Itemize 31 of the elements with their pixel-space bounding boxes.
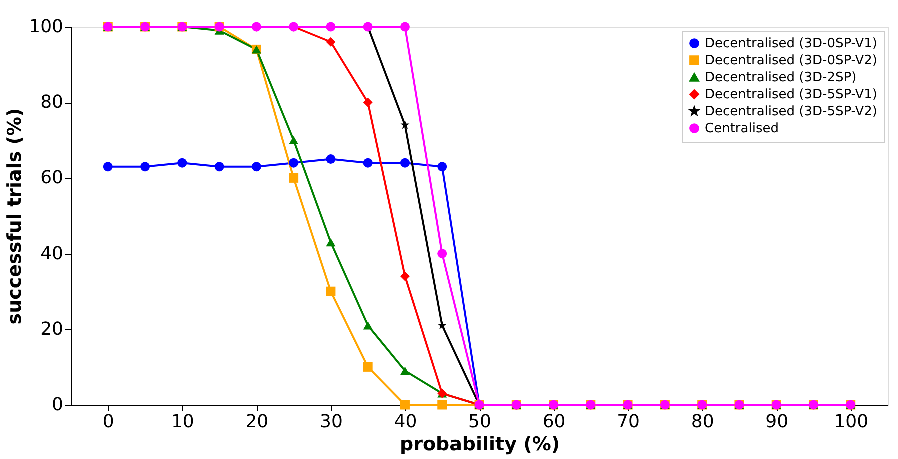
point	[140, 162, 150, 172]
legend-label: Decentralised (3D-2SP)	[705, 70, 857, 86]
x-tick-label: 100	[834, 412, 869, 432]
point	[400, 158, 410, 168]
x-tick-label: 90	[766, 412, 789, 432]
x-tick-label: 40	[394, 412, 418, 432]
x-tick-label: 60	[542, 412, 566, 432]
x-tick-label: 10	[171, 412, 194, 432]
point	[400, 400, 410, 410]
x-tick-label: 70	[617, 412, 640, 432]
legend-label: Centralised	[705, 122, 779, 136]
x-tick-label: 30	[320, 412, 343, 432]
x-tick-label: 0	[102, 412, 114, 432]
x-tick-label: 50	[468, 412, 492, 432]
y-tick-label: 100	[29, 16, 64, 38]
legend-label: Decentralised (3D-0SP-V2)	[705, 54, 878, 68]
x-tick-label: 80	[691, 412, 714, 432]
y-tick-label: 20	[40, 318, 64, 340]
legend-label: Decentralised (3D-0SP-V1)	[705, 36, 878, 52]
y-tick-label: 80	[40, 92, 64, 114]
x-axis-title: probability (%)	[400, 434, 560, 456]
point	[400, 272, 410, 282]
legend-label: Decentralised (3D-5SP-V2)	[705, 104, 878, 120]
y-axis-title: successful trials (%)	[4, 108, 26, 325]
point	[400, 366, 410, 376]
point	[400, 22, 410, 32]
y-tick-label: 60	[40, 168, 64, 189]
y-tick-label: 0	[52, 394, 64, 416]
legend-label: Decentralised (3D-5SP-V1)	[705, 88, 878, 102]
y-tick-label: 40	[40, 243, 64, 264]
x-tick-label: 20	[246, 412, 269, 432]
